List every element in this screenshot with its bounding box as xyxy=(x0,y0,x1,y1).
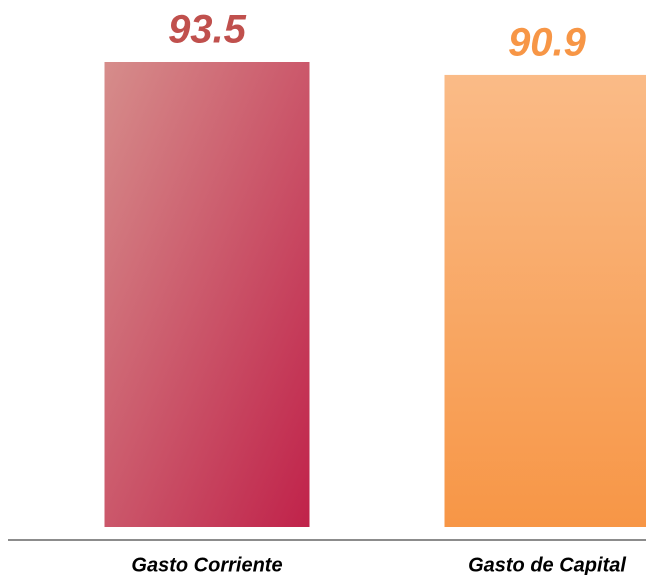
value-label: 93.5 xyxy=(168,8,247,52)
bar xyxy=(444,74,646,527)
x-tick-label: Gasto Corriente xyxy=(131,554,282,575)
x-tick-label: Gasto de Capital xyxy=(468,554,626,575)
bar xyxy=(104,62,310,527)
value-label: 90.9 xyxy=(508,20,587,64)
